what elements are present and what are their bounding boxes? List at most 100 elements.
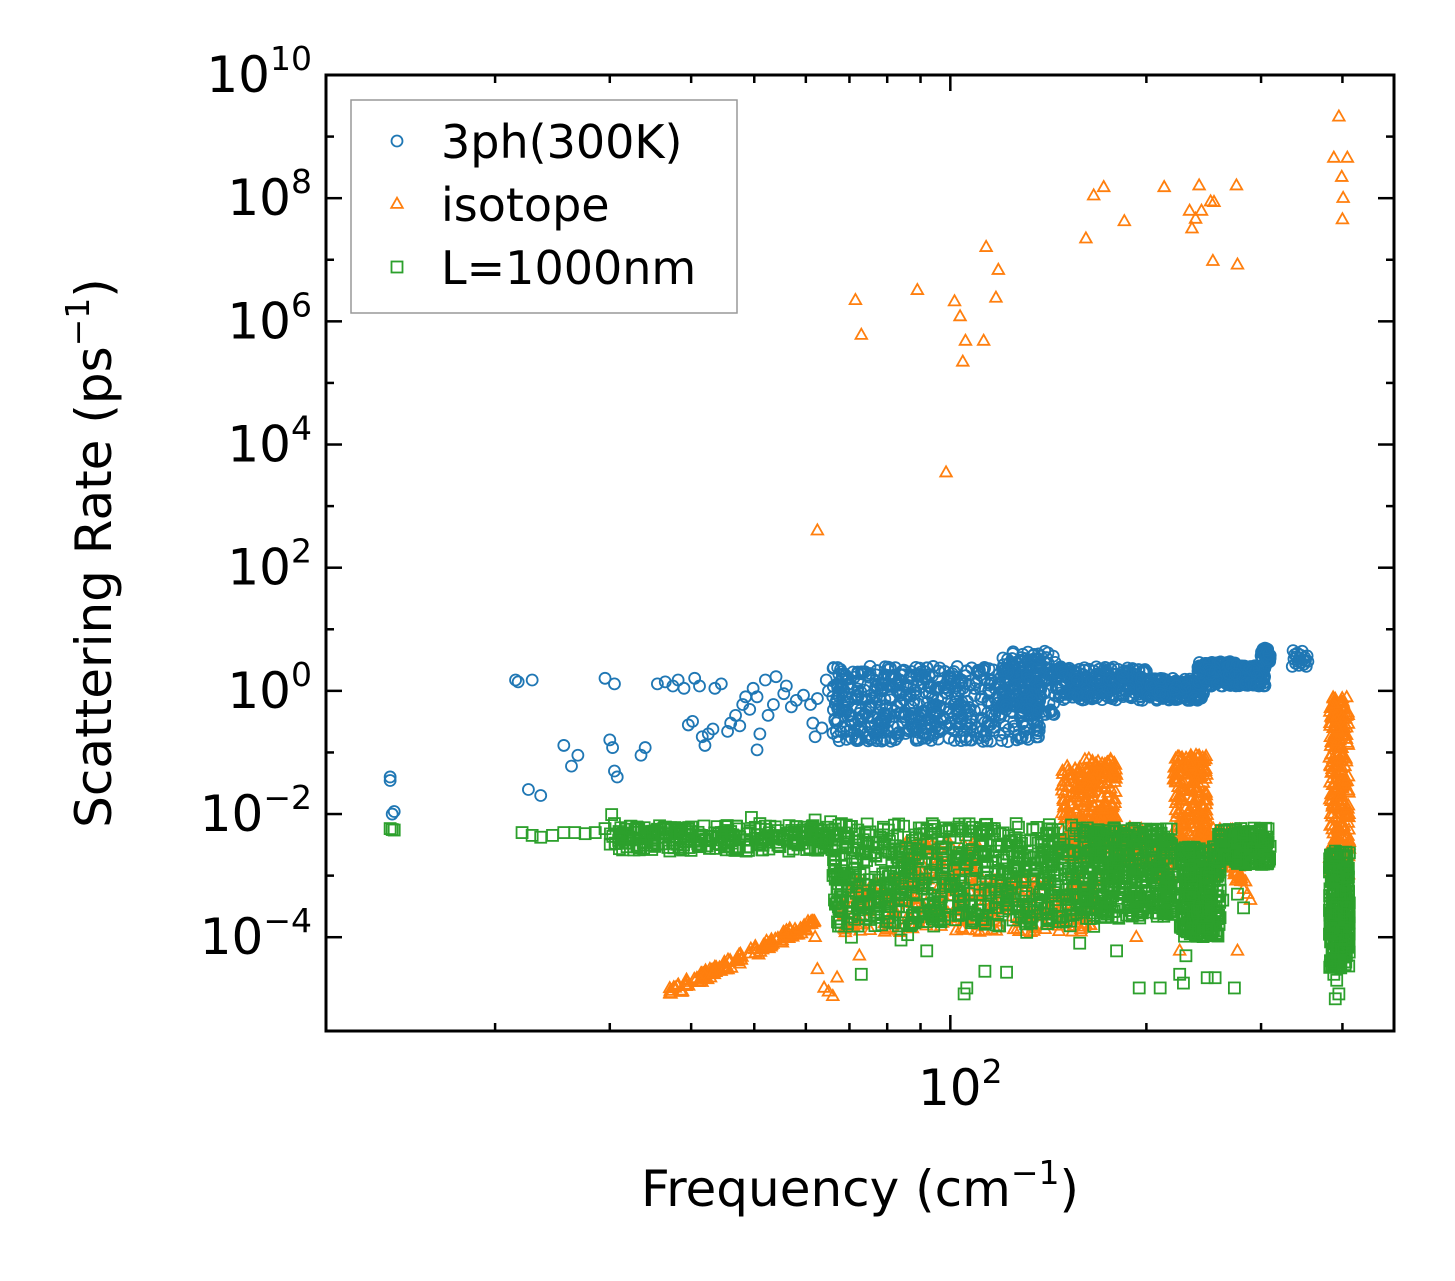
square-marker xyxy=(1134,890,1148,904)
square-marker xyxy=(1023,900,1036,914)
triangle-marker xyxy=(1194,202,1209,216)
square-marker xyxy=(1024,833,1038,847)
square-marker xyxy=(1059,879,1073,892)
triangle-marker xyxy=(1117,213,1132,227)
square-marker xyxy=(868,919,882,933)
triangle-marker xyxy=(1243,891,1258,905)
square-marker xyxy=(920,824,934,838)
circle-marker xyxy=(981,696,995,710)
triangle-marker xyxy=(1078,794,1094,808)
triangle-marker xyxy=(1095,798,1110,812)
square-marker xyxy=(1119,863,1132,877)
triangle-marker xyxy=(810,961,825,975)
square-marker xyxy=(935,840,949,854)
triangle-marker xyxy=(954,919,969,933)
square-marker xyxy=(1236,842,1249,856)
square-marker xyxy=(731,840,745,854)
triangle-marker xyxy=(1341,809,1357,823)
square-marker xyxy=(990,891,1003,905)
square-marker xyxy=(1116,834,1130,848)
square-marker xyxy=(387,823,401,837)
square-marker xyxy=(654,826,668,839)
triangle-marker xyxy=(1006,921,1022,935)
triangle-marker xyxy=(1086,770,1101,784)
triangle-marker xyxy=(1095,801,1111,815)
triangle-marker xyxy=(1188,210,1203,224)
circle-marker xyxy=(851,682,864,696)
triangle-marker xyxy=(1082,779,1098,793)
square-marker xyxy=(605,808,619,821)
circle-marker xyxy=(870,722,884,736)
triangle-marker xyxy=(1156,179,1172,193)
square-marker xyxy=(1087,919,1101,933)
triangle-marker xyxy=(1329,733,1345,747)
circle-marker xyxy=(881,663,895,677)
square-marker xyxy=(930,857,944,871)
square-marker xyxy=(557,826,571,839)
square-marker xyxy=(1185,922,1199,936)
triangle-marker xyxy=(1323,806,1339,820)
triangle-marker xyxy=(938,464,954,478)
square-marker xyxy=(1019,861,1033,875)
square-marker xyxy=(952,908,966,922)
square-marker xyxy=(691,825,705,839)
square-marker xyxy=(1102,832,1116,846)
square-marker xyxy=(952,820,966,834)
square-marker xyxy=(1338,924,1352,938)
triangle-marker xyxy=(1106,762,1122,776)
circle-marker xyxy=(952,711,966,725)
circle-marker xyxy=(1070,669,1084,683)
triangle-marker xyxy=(1336,805,1352,819)
square-marker xyxy=(895,893,909,907)
triangle-marker xyxy=(1335,750,1350,763)
square-marker xyxy=(1210,909,1224,923)
square-marker xyxy=(1094,846,1108,860)
square-marker xyxy=(1182,840,1196,854)
square-marker xyxy=(856,833,870,847)
square-marker xyxy=(863,873,876,887)
square-marker xyxy=(1132,826,1146,840)
triangle-marker xyxy=(1082,811,1098,825)
square-marker xyxy=(1030,893,1044,906)
circle-marker xyxy=(1089,674,1103,688)
square-marker xyxy=(1200,881,1214,894)
triangle-marker xyxy=(852,947,867,961)
square-marker xyxy=(904,842,917,855)
square-marker xyxy=(1000,965,1013,979)
square-marker xyxy=(1324,921,1338,935)
circle-marker xyxy=(1071,687,1085,701)
square-marker xyxy=(1327,967,1341,981)
circle-marker xyxy=(855,710,869,723)
triangle-marker xyxy=(1198,761,1214,774)
triangle-marker xyxy=(1181,825,1196,839)
square-marker xyxy=(835,869,849,882)
square-marker xyxy=(845,930,858,944)
square-marker xyxy=(1227,981,1241,995)
square-marker xyxy=(986,849,1000,863)
circle-marker xyxy=(827,661,841,674)
triangle-marker xyxy=(1106,754,1122,768)
square-marker xyxy=(977,866,991,880)
circle-marker xyxy=(984,718,998,732)
square-marker xyxy=(1151,871,1164,885)
square-marker xyxy=(1153,858,1167,872)
square-marker xyxy=(956,824,970,838)
square-marker xyxy=(829,839,843,852)
square-marker xyxy=(906,834,919,847)
circle-marker xyxy=(926,660,940,673)
circle-marker xyxy=(1006,645,1020,659)
square-marker xyxy=(943,824,957,838)
circle-marker xyxy=(974,703,988,717)
square-marker xyxy=(956,898,970,912)
circle-marker xyxy=(838,719,852,733)
triangle-marker xyxy=(1077,751,1093,765)
series-L=1000nm xyxy=(383,808,1356,1006)
square-marker xyxy=(996,826,1010,840)
square-marker xyxy=(1192,922,1206,936)
square-marker xyxy=(1051,846,1065,860)
triangle-marker xyxy=(829,969,845,983)
square-marker xyxy=(991,906,1005,920)
circle-marker xyxy=(878,660,892,674)
triangle-marker xyxy=(952,308,968,322)
circle-marker xyxy=(978,660,991,674)
